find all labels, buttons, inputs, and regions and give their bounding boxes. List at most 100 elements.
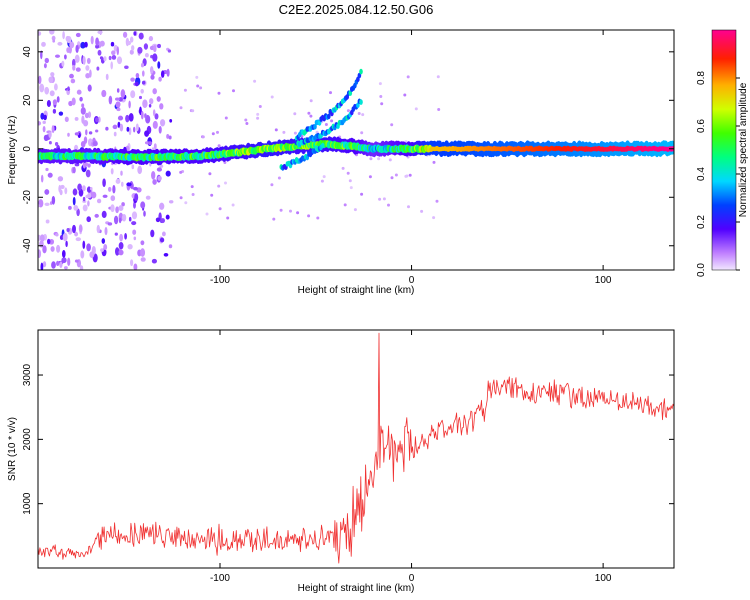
noise-blob [179,170,183,174]
noise-blob [110,195,116,202]
noise-blob [85,73,91,79]
noise-blob [61,257,67,264]
noise-blob [253,79,257,83]
noise-blob [119,123,124,132]
noise-blob [380,102,384,106]
noise-blob [210,193,214,197]
noise-blob [289,209,292,213]
noise-blob [150,229,155,238]
noise-blob [72,166,76,174]
noise-blob [121,202,125,207]
noise-blob [360,192,364,196]
noise-blob [42,245,47,254]
noise-blob [161,231,166,237]
noise-blob [64,116,69,123]
noise-blob [40,112,45,120]
noise-blob [149,66,154,74]
spectrogram-x-ticks: -100 0 100 [210,30,612,286]
noise-blob [44,86,50,95]
noise-blob [96,224,100,234]
noise-blob [119,233,124,242]
noise-blob [320,179,324,183]
noise-blob [159,103,164,110]
x-tick-label: 0 [409,573,415,584]
noise-blob [75,45,79,53]
noise-blob [82,185,86,192]
noise-blob [80,250,85,259]
noise-blob [157,61,161,69]
noise-blob [191,109,195,113]
noise-blob [112,184,116,194]
colorbar-ticks: 0.0 0.2 0.4 0.6 0.8 [696,71,740,277]
noise-blob [72,58,76,68]
noise-blob [148,103,152,108]
noise-blob [111,55,117,60]
noise-blob [117,115,124,121]
noise-blob [67,86,70,91]
noise-blob [56,260,60,267]
x-tick-label: 0 [409,275,415,286]
noise-blob [52,99,58,106]
noise-blob [114,232,118,236]
noise-blob [57,176,64,182]
noise-blob [118,249,124,256]
noise-blob [85,129,88,136]
noise-blob [63,266,68,270]
x-tick-label: -100 [210,573,230,584]
noise-blob [118,241,124,250]
rising-branch-lower [359,99,363,105]
noise-blob [96,66,100,71]
noise-blob [95,44,100,49]
noise-blob [87,163,91,168]
noise-blob [66,227,70,233]
snr-frame [37,329,675,569]
noise-blob [86,57,91,64]
noise-blob [152,88,157,95]
noise-blob [357,112,361,115]
noise-blob [224,116,228,120]
noise-blob [408,173,412,177]
noise-blob [118,217,122,224]
noise-blob [309,99,313,103]
noise-blob [38,249,42,258]
noise-blob [147,141,153,145]
noise-blob [131,221,137,226]
noise-blob [72,196,76,206]
noise-blob [86,186,92,193]
noise-blob [140,88,144,94]
noise-blob [133,186,138,191]
noise-blob [307,214,311,218]
noise-blob [404,174,408,178]
noise-blob [52,108,57,114]
noise-blob [160,218,165,224]
noise-blob [38,75,42,85]
noise-blob [42,125,46,133]
noise-blob [145,195,151,200]
noise-blob [169,118,173,123]
noise-blob [140,63,145,68]
noise-blob [85,169,91,178]
noise-blob [343,203,347,207]
noise-blob [39,234,45,242]
snr-x-ticks: -100 0 100 [210,330,612,584]
noise-blob [129,49,134,55]
noise-blob [47,238,51,245]
noise-blob [128,100,131,109]
noise-blob [390,176,394,180]
noise-blob [226,216,230,220]
noise-blob [75,67,81,72]
falling-branch [320,142,325,149]
noise-blob [88,131,93,135]
noise-blob [68,205,72,210]
noise-blob [142,99,148,108]
noise-blob [160,119,166,127]
noise-blob [80,107,86,115]
noise-blob [87,200,90,207]
snr-x-axis-label: Height of straight line (km) [298,583,415,594]
noise-blob [86,216,91,223]
noise-blob [195,75,199,79]
noise-blob [217,184,221,188]
noise-blob [48,76,54,84]
noise-blob [74,54,80,63]
noise-blob [211,132,215,136]
